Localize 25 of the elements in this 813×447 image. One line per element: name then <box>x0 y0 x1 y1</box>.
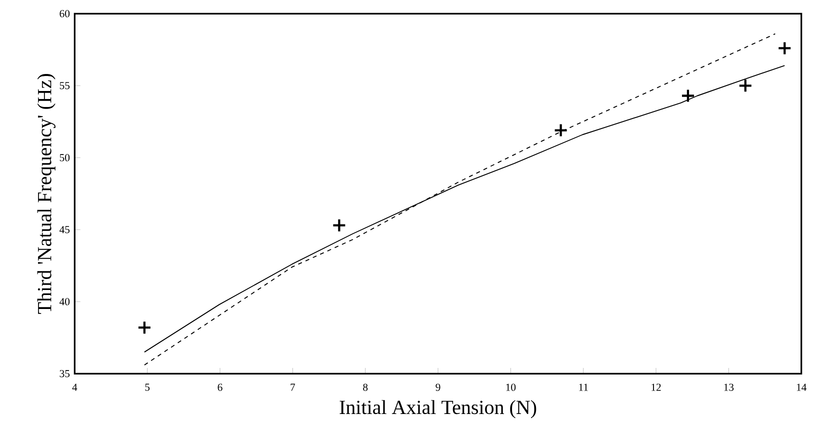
x-tick-label: 11 <box>579 384 588 391</box>
x-tick-label: 12 <box>652 384 661 391</box>
point <box>680 88 696 103</box>
y-axis-title: Third 'Natual Frequency' (Hz) <box>37 74 56 314</box>
y-tick-label: 50 <box>60 154 70 162</box>
x-tick-label: 7 <box>290 384 296 391</box>
y-tick-label: 60 <box>60 10 70 18</box>
point <box>332 218 346 232</box>
x-tick-label: 9 <box>436 384 440 391</box>
x-axis-title: Initial Axial Tension (N) <box>340 400 536 418</box>
x-tick-label: 4 <box>72 384 78 391</box>
y-tick-label: 55 <box>60 82 70 90</box>
y-tick-label: 35 <box>60 370 70 378</box>
x-tick-label: 8 <box>363 384 368 391</box>
x-tick-label: 6 <box>218 384 222 391</box>
point <box>554 123 568 138</box>
y-tick-label: 45 <box>60 226 70 234</box>
point <box>738 78 752 93</box>
x-tick-label: 5 <box>145 384 150 391</box>
x-tick-label: 10 <box>506 384 516 391</box>
point <box>137 320 152 335</box>
point <box>778 41 792 56</box>
y-tick-label: 40 <box>60 298 70 306</box>
x-tick-label: 14 <box>796 384 807 391</box>
x-tick-label: 13 <box>724 384 734 391</box>
